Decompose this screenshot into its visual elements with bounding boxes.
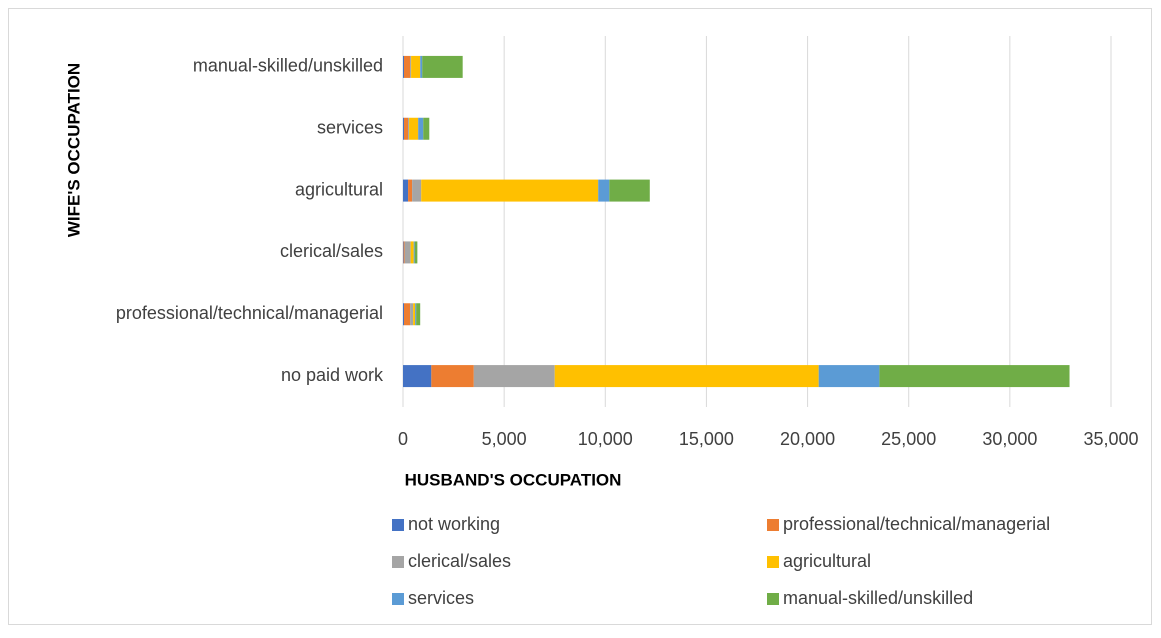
bar-segment (404, 303, 411, 326)
bar-segment (404, 241, 411, 264)
bar-segment (410, 303, 414, 326)
x-tick-label: 20,000 (780, 429, 835, 449)
x-tick-label: 30,000 (982, 429, 1037, 449)
x-tick-label: 15,000 (679, 429, 734, 449)
legend-swatch (767, 593, 779, 605)
x-tick-label: 10,000 (578, 429, 633, 449)
bar-segment (403, 179, 409, 202)
bar-segment (416, 303, 421, 326)
bar-segment (411, 55, 421, 78)
bar-segment (415, 303, 417, 326)
bar-segment (421, 179, 599, 202)
x-tick-label: 5,000 (482, 429, 527, 449)
legend-label: manual-skilled/unskilled (783, 588, 973, 608)
bar-segment (598, 179, 610, 202)
bar-segment (410, 241, 414, 264)
bar-segment (422, 55, 463, 78)
legend-swatch (767, 556, 779, 568)
bar-segment (403, 365, 432, 388)
bar-segment (404, 55, 411, 78)
bar-segment (403, 241, 404, 264)
legend-swatch (392, 519, 404, 531)
legend-swatch (392, 593, 404, 605)
bar-segment (423, 117, 430, 140)
bar-segment (554, 365, 819, 388)
chart-border (8, 8, 1152, 625)
x-tick-label: 0 (398, 429, 408, 449)
bar-segment (431, 365, 474, 388)
y-tick-label: manual-skilled/unskilled (193, 56, 383, 76)
x-tick-label: 25,000 (881, 429, 936, 449)
legend-label: agricultural (783, 551, 871, 571)
bar-segment (418, 117, 424, 140)
bar-segment (403, 55, 405, 78)
bar-segment (473, 365, 555, 388)
bar-segment (404, 117, 409, 140)
y-tick-label: clerical/sales (280, 241, 383, 261)
bar-segment (403, 303, 405, 326)
legend-swatch (392, 556, 404, 568)
bar-segment (408, 117, 410, 140)
bar-segment (420, 55, 423, 78)
bar-segment (609, 179, 650, 202)
bar-segment (409, 117, 419, 140)
legend-label: clerical/sales (408, 551, 511, 571)
legend-label: professional/technical/managerial (783, 514, 1050, 534)
y-axis-title: WIFE'S OCCUPATION (64, 63, 83, 237)
bar-segment (403, 117, 405, 140)
legend-swatch (767, 519, 779, 531)
y-tick-label: services (317, 118, 383, 138)
x-axis-title: HUSBAND'S OCCUPATION (405, 470, 622, 489)
y-tick-label: agricultural (295, 179, 383, 199)
legend-label: services (408, 588, 474, 608)
legend-label: not working (408, 514, 500, 534)
bar-segment (413, 303, 416, 326)
y-tick-label: no paid work (281, 365, 384, 385)
bar-segment (414, 241, 418, 264)
x-tick-label: 35,000 (1083, 429, 1138, 449)
bar-segment (413, 241, 415, 264)
bar-segment (410, 55, 412, 78)
bar-segment (879, 365, 1070, 388)
bar-segment (408, 179, 413, 202)
bar-segment (412, 179, 422, 202)
y-tick-label: professional/technical/managerial (116, 303, 383, 323)
bar-segment (403, 241, 405, 264)
bar-segment (818, 365, 880, 388)
